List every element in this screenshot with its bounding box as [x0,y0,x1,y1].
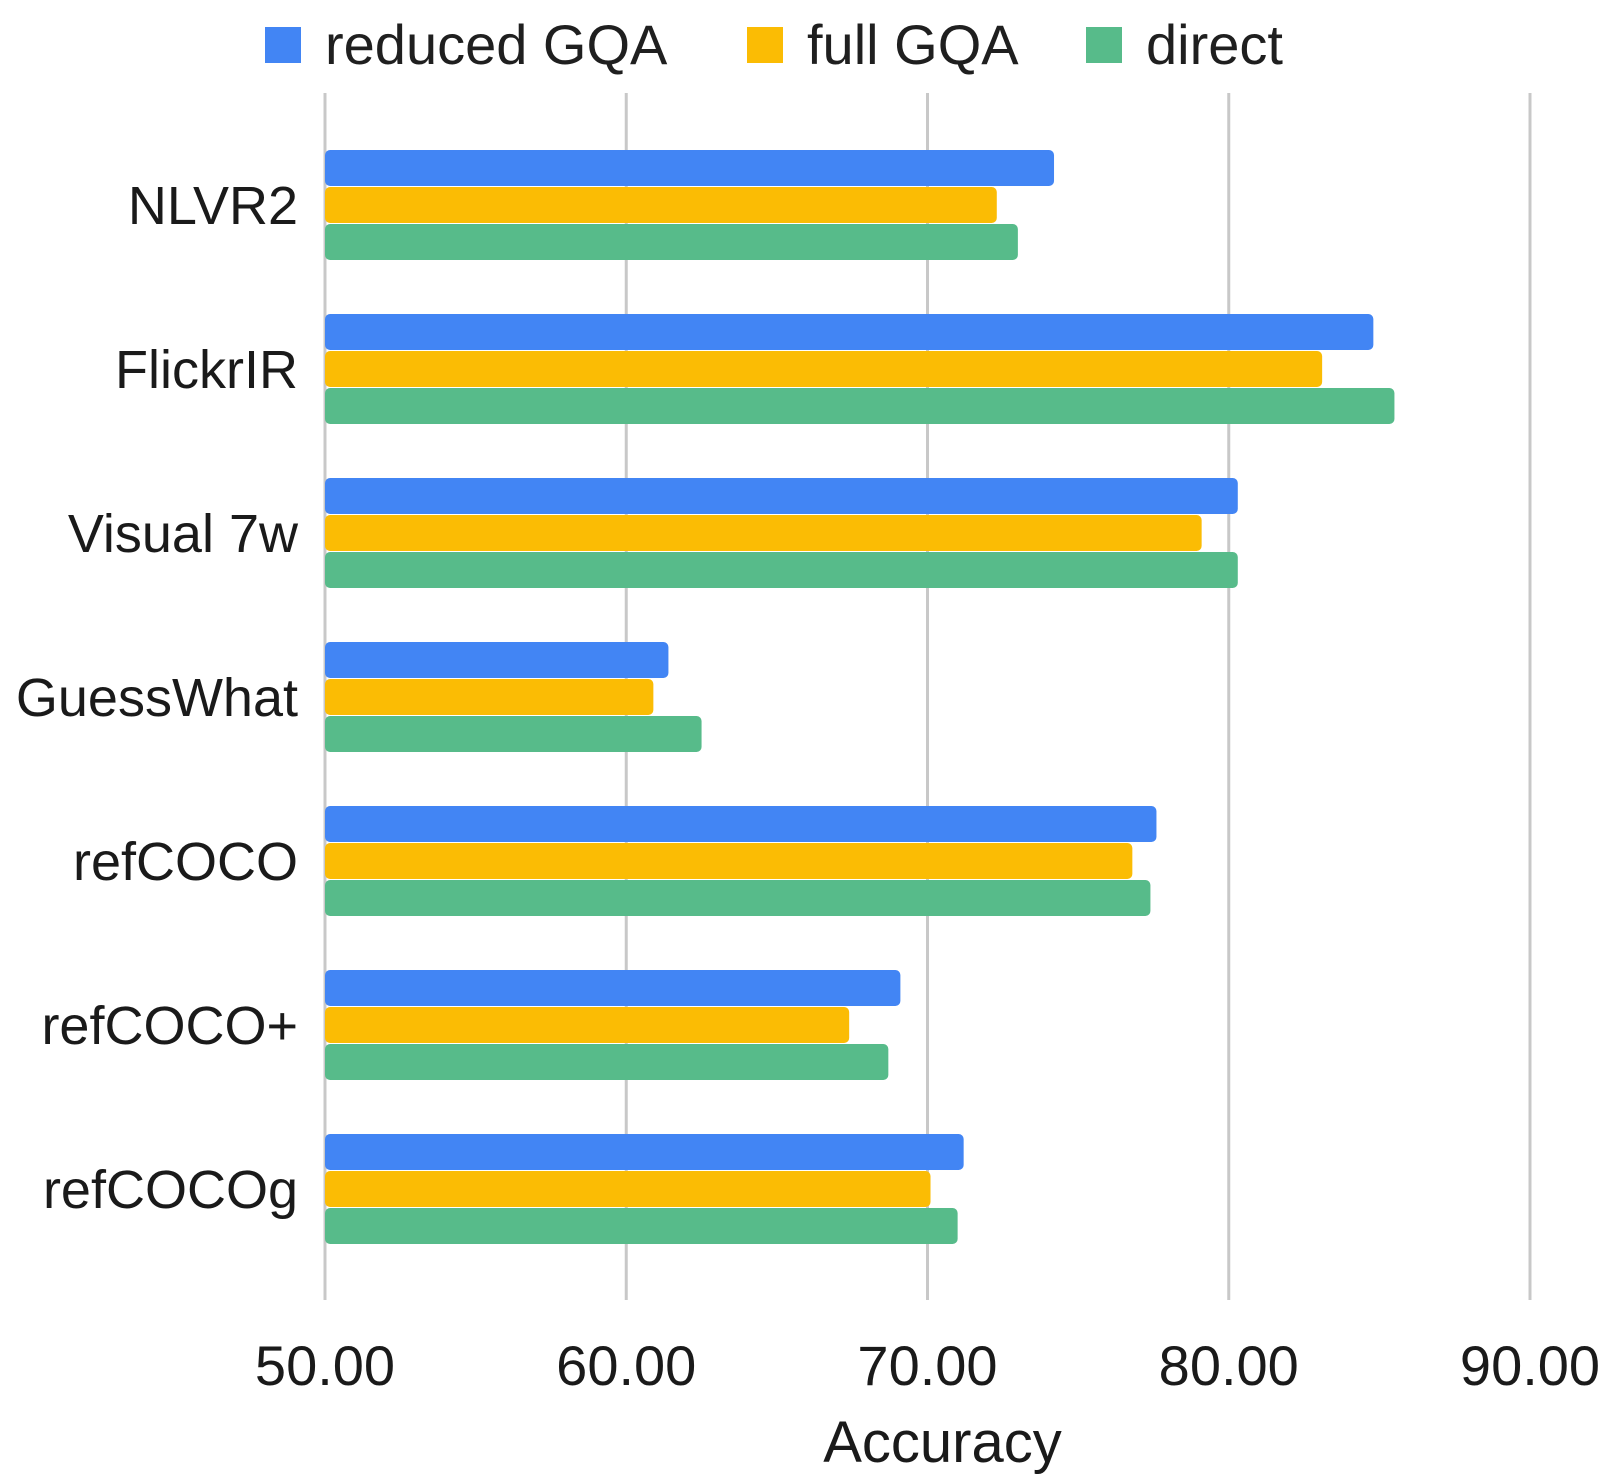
category-label: Visual 7w [68,504,299,564]
bar-full-gqa-nlvr2 [325,187,997,223]
legend-swatch [747,27,783,63]
x-axis-title: Accuracy [823,1410,1062,1475]
bar-reduced-gqa-flickrir [325,314,1374,350]
bar-direct-refcocog [325,1208,958,1244]
bar-reduced-gqa-refcoco+ [325,970,901,1006]
bar-direct-flickrir [325,388,1395,424]
bar-direct-refcoco+ [325,1044,889,1080]
category-label: NLVR2 [128,176,298,236]
bar-direct-refcoco [325,880,1151,916]
legend-swatch [1086,27,1122,63]
category-label: refCOCOg [43,1160,298,1220]
x-tick-label: 50.00 [255,1334,395,1397]
bar-reduced-gqa-guesswhat [325,642,669,678]
bar-direct-visual-7w [325,552,1238,588]
x-tick-label: 80.00 [1159,1334,1299,1397]
bar-reduced-gqa-nlvr2 [325,150,1055,186]
bar-full-gqa-refcocog [325,1171,931,1207]
bar-full-gqa-refcoco [325,843,1133,879]
x-tick-label: 70.00 [857,1334,997,1397]
bar-full-gqa-flickrir [325,351,1323,387]
bar-reduced-gqa-visual-7w [325,478,1238,514]
gridlines [323,93,1532,1300]
category-label: refCOCO+ [41,996,298,1056]
legend-label: full GQA [807,13,1019,76]
bar-direct-guesswhat [325,716,702,752]
category-label: refCOCO [73,832,298,892]
legend-label: reduced GQA [325,13,668,76]
category-label: FlickrIR [115,340,298,400]
category-label: GuessWhat [16,668,298,728]
bar-reduced-gqa-refcoco [325,806,1157,842]
x-tick-label: 90.00 [1460,1334,1600,1397]
bar-full-gqa-visual-7w [325,515,1202,551]
category-labels: NLVR2 FlickrIR Visual 7w GuessWhat refCOCO re… [16,176,299,1220]
legend: reduced GQA full GQA direct [265,13,1283,76]
x-tick-label: 60.00 [556,1334,696,1397]
bar-full-gqa-guesswhat [325,679,654,715]
legend-swatch [265,27,301,63]
bars [325,150,1395,1244]
bar-full-gqa-refcoco+ [325,1007,850,1043]
x-tick-labels: 50.00 60.00 70.00 80.00 90.00 [255,1334,1600,1397]
bar-direct-nlvr2 [325,224,1018,260]
bar-reduced-gqa-refcocog [325,1134,964,1170]
legend-label: direct [1146,13,1283,76]
